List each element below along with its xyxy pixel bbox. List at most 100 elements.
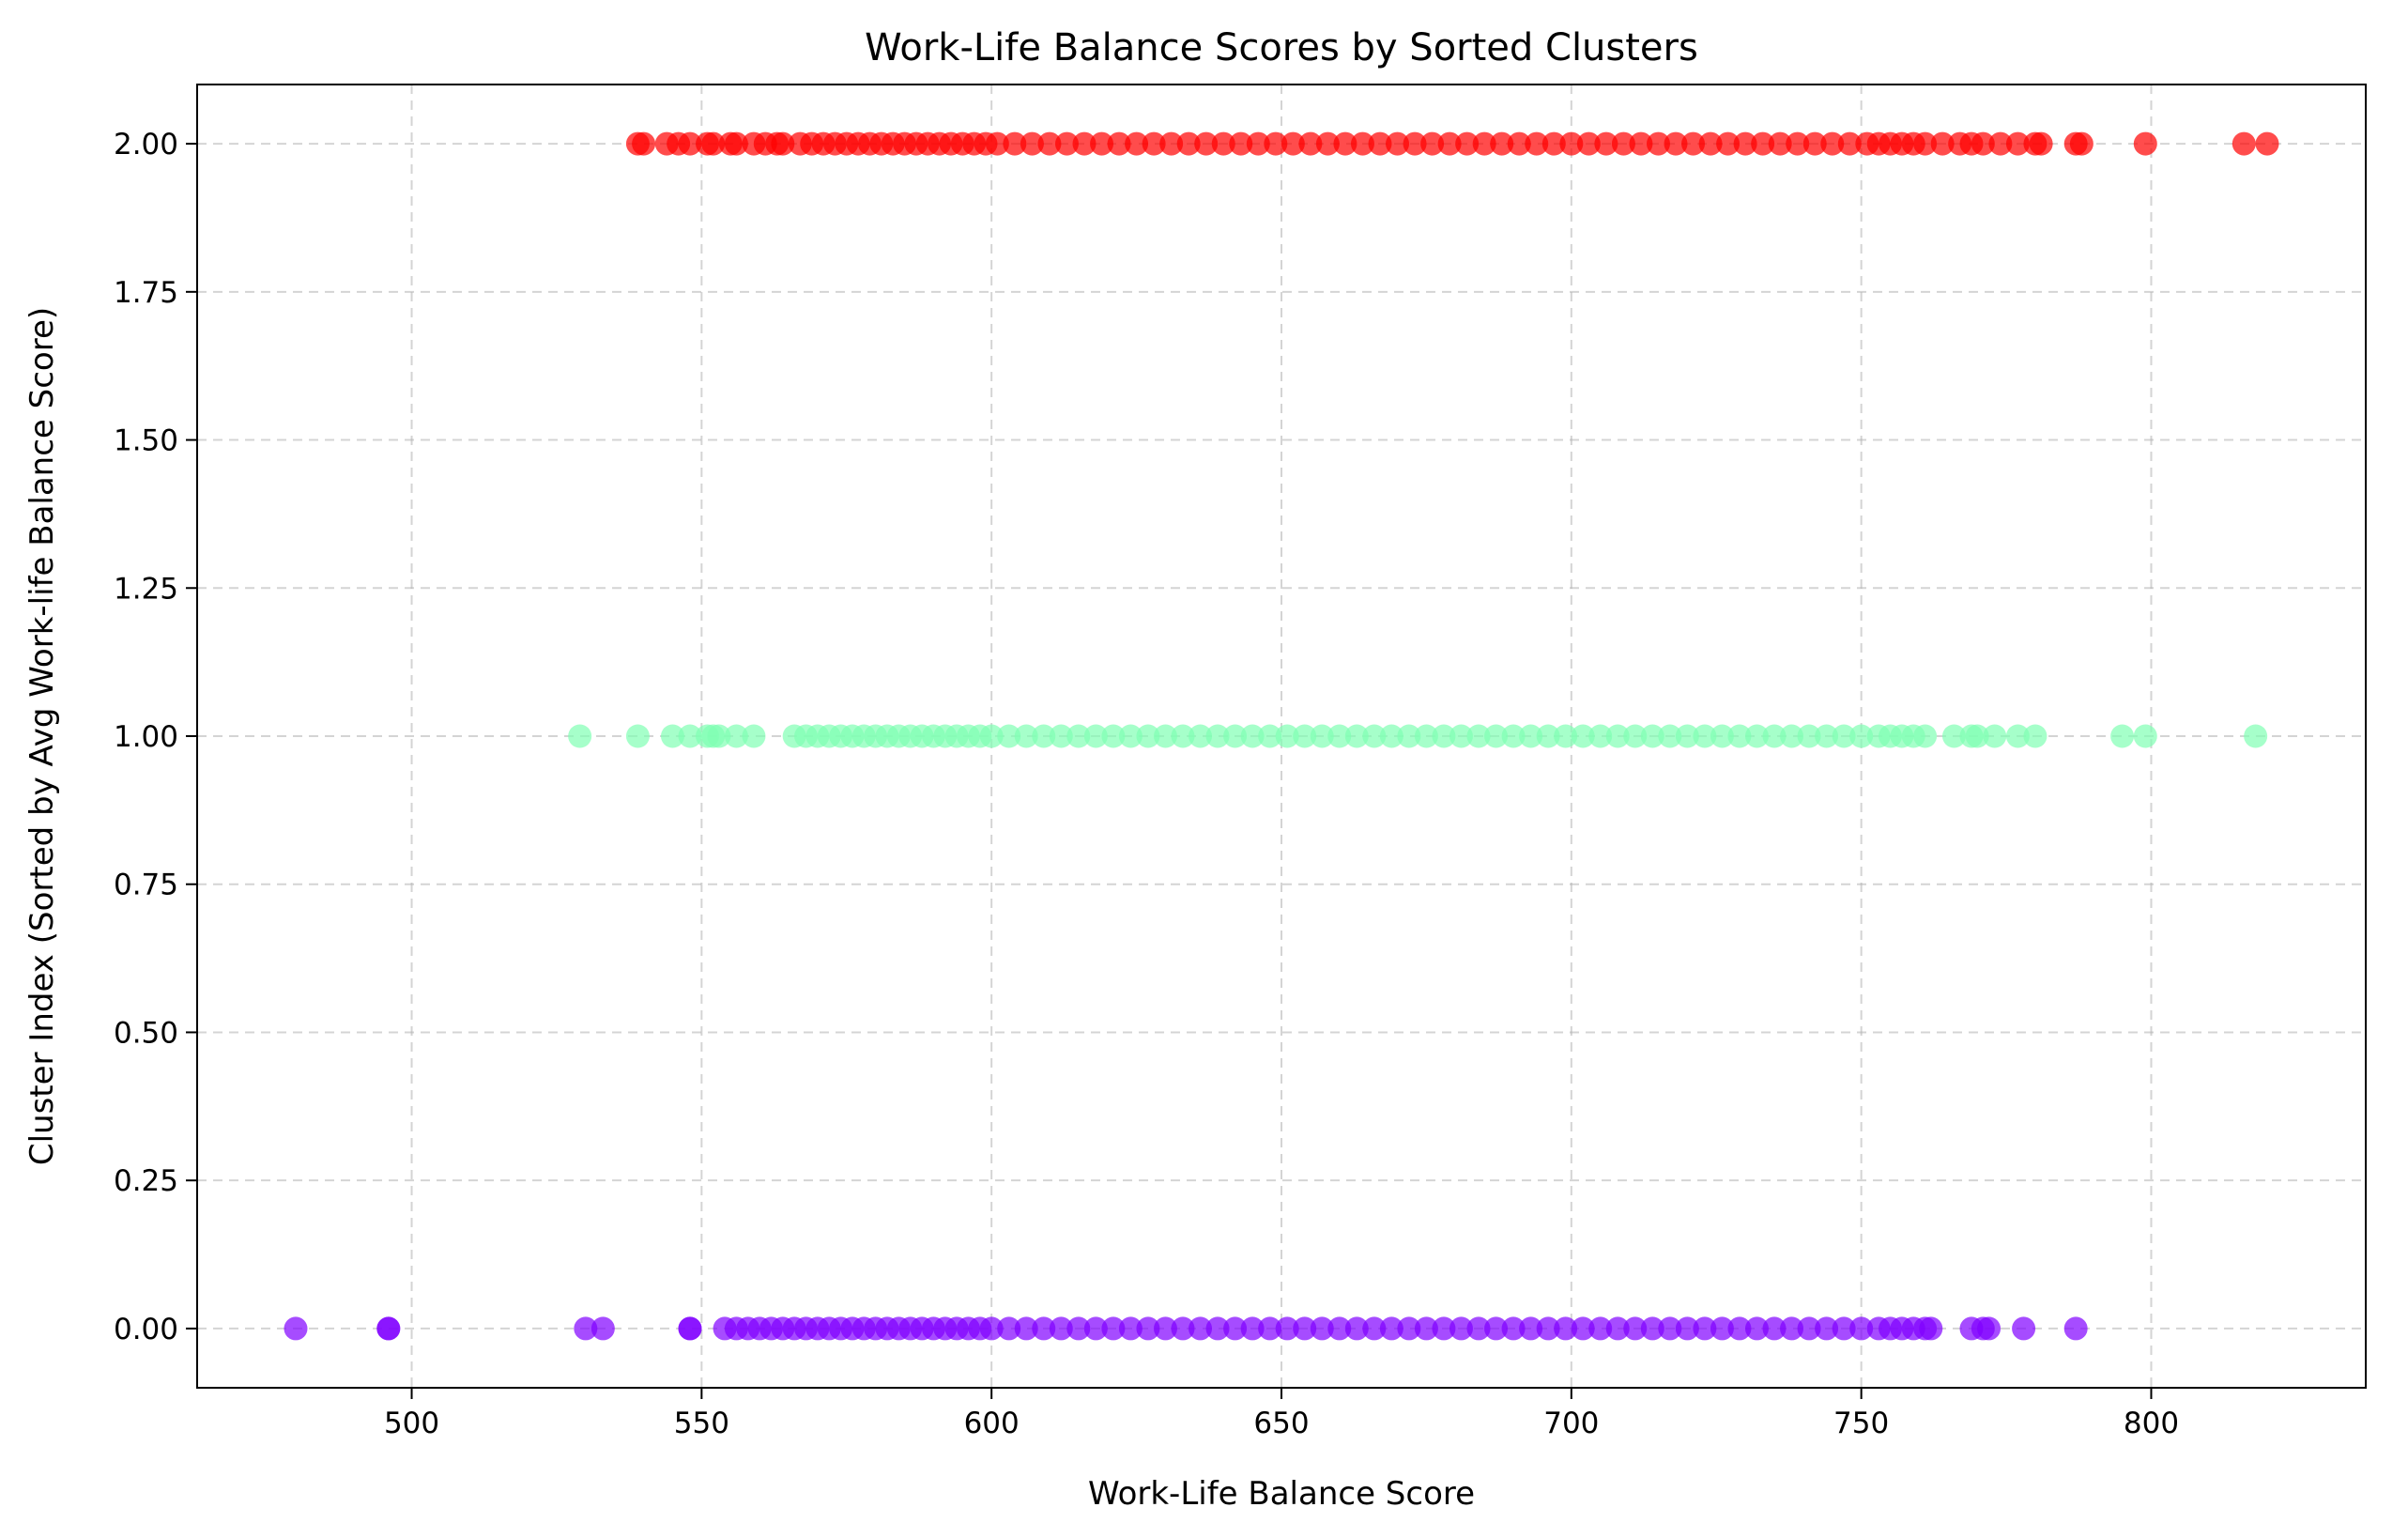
data-point bbox=[1744, 1316, 1769, 1341]
data-point bbox=[1675, 1316, 1699, 1341]
data-point bbox=[1420, 131, 1445, 156]
data-point bbox=[1240, 724, 1265, 748]
data-point bbox=[724, 131, 748, 156]
data-point bbox=[1576, 131, 1601, 156]
data-point bbox=[1820, 131, 1845, 156]
data-point bbox=[1344, 724, 1369, 748]
data-point bbox=[1484, 724, 1509, 748]
data-point bbox=[1014, 724, 1038, 748]
data-point bbox=[2110, 724, 2135, 748]
data-point bbox=[1930, 131, 1955, 156]
data-point bbox=[1472, 131, 1496, 156]
data-point bbox=[1258, 724, 1282, 748]
x-axis-label: Work-Life Balance Score bbox=[1088, 1475, 1475, 1513]
y-tick-label: 1.25 bbox=[114, 572, 178, 606]
data-point bbox=[1519, 724, 1543, 748]
data-point bbox=[1849, 1316, 1874, 1341]
data-point bbox=[1101, 1316, 1126, 1341]
data-point bbox=[1264, 131, 1288, 156]
data-point bbox=[1507, 131, 1531, 156]
data-point bbox=[1919, 1316, 1943, 1341]
data-point bbox=[997, 724, 1021, 748]
data-point bbox=[1971, 131, 1995, 156]
y-axis-label: Cluster Index (Sorted by Avg Work-life B… bbox=[23, 307, 61, 1165]
data-point bbox=[1675, 724, 1699, 748]
data-point bbox=[1802, 131, 1827, 156]
chart-title: Work-Life Balance Scores by Sorted Clust… bbox=[865, 26, 1698, 69]
data-point bbox=[1977, 1316, 2002, 1341]
data-point bbox=[724, 724, 748, 748]
data-point bbox=[1710, 1316, 1734, 1341]
data-point bbox=[1049, 724, 1073, 748]
data-point bbox=[1229, 131, 1253, 156]
data-point bbox=[1837, 131, 1862, 156]
data-point bbox=[1101, 724, 1126, 748]
data-point bbox=[1125, 131, 1149, 156]
data-point bbox=[1744, 724, 1769, 748]
data-point bbox=[1571, 724, 1595, 748]
data-point bbox=[660, 724, 684, 748]
data-point bbox=[1832, 1316, 1856, 1341]
data-point bbox=[1519, 1316, 1543, 1341]
y-tick-label: 0.75 bbox=[114, 869, 178, 902]
data-point bbox=[707, 724, 731, 748]
data-point bbox=[678, 131, 702, 156]
data-point bbox=[1049, 1316, 1073, 1341]
data-point bbox=[1281, 131, 1305, 156]
data-point bbox=[1258, 1316, 1282, 1341]
y-tick-label: 0.50 bbox=[114, 1016, 178, 1050]
data-point bbox=[1054, 131, 1079, 156]
data-point bbox=[1223, 1316, 1248, 1341]
data-point bbox=[2023, 724, 2048, 748]
y-tick-label: 0.00 bbox=[114, 1313, 178, 1346]
data-point bbox=[1315, 131, 1340, 156]
data-point bbox=[1611, 131, 1635, 156]
data-point bbox=[742, 724, 766, 748]
data-point bbox=[1362, 1316, 1387, 1341]
data-point bbox=[1965, 724, 1989, 748]
data-point bbox=[2133, 724, 2157, 748]
data-point bbox=[1003, 131, 1027, 156]
data-point bbox=[1727, 724, 1752, 748]
data-point bbox=[1449, 1316, 1473, 1341]
data-point bbox=[1780, 724, 1804, 748]
data-point bbox=[1298, 131, 1323, 156]
data-point bbox=[1455, 131, 1480, 156]
data-point bbox=[1466, 724, 1491, 748]
data-point bbox=[1588, 724, 1613, 748]
data-point bbox=[284, 1316, 308, 1341]
data-point bbox=[1397, 1316, 1421, 1341]
data-point bbox=[632, 131, 656, 156]
series-0-points bbox=[284, 1316, 2088, 1341]
data-point bbox=[2133, 131, 2157, 156]
data-point bbox=[1541, 131, 1566, 156]
data-point bbox=[771, 131, 795, 156]
data-point bbox=[979, 724, 1004, 748]
data-point bbox=[1658, 1316, 1682, 1341]
data-point bbox=[1797, 724, 1821, 748]
data-point bbox=[1797, 1316, 1821, 1341]
data-point bbox=[678, 724, 702, 748]
data-point bbox=[1768, 131, 1792, 156]
data-point bbox=[1913, 131, 1938, 156]
x-tick-label: 750 bbox=[1833, 1407, 1889, 1440]
data-point bbox=[1501, 724, 1526, 748]
data-point bbox=[1449, 724, 1473, 748]
data-point bbox=[1275, 1316, 1299, 1341]
data-point bbox=[1780, 1316, 1804, 1341]
data-point bbox=[1414, 1316, 1438, 1341]
data-point bbox=[1815, 1316, 1839, 1341]
data-point bbox=[1211, 131, 1235, 156]
data-point bbox=[979, 1316, 1004, 1341]
data-point bbox=[1484, 1316, 1509, 1341]
data-point bbox=[1176, 131, 1201, 156]
x-tick-label: 800 bbox=[2124, 1407, 2179, 1440]
data-point bbox=[1571, 1316, 1595, 1341]
data-point bbox=[2005, 131, 2030, 156]
data-point bbox=[1246, 131, 1270, 156]
data-point bbox=[2005, 724, 2030, 748]
data-point bbox=[1397, 724, 1421, 748]
data-point bbox=[1646, 131, 1670, 156]
y-tick-label: 2.00 bbox=[114, 128, 178, 161]
data-point bbox=[1762, 724, 1787, 748]
